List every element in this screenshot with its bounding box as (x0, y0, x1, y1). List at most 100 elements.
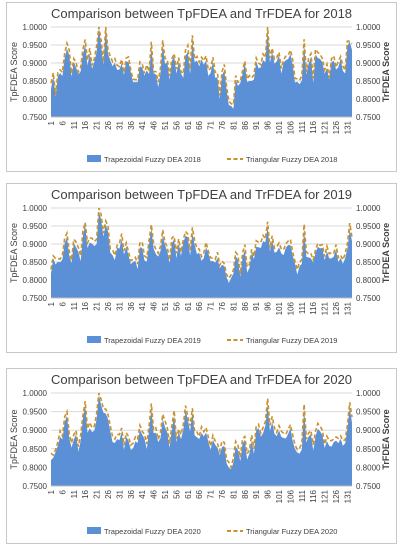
x-tick-label: 46 (150, 120, 159, 129)
x-tick-label: 131 (343, 301, 352, 315)
x-tick-label: 126 (332, 120, 341, 134)
x-tick-label: 131 (343, 489, 352, 503)
x-tick-label: 106 (286, 120, 295, 134)
legend-swatch-trapezoidal (87, 155, 101, 162)
chart-panel-2020: Comparison between TpFDEA and TrFDEA for… (6, 368, 397, 544)
x-tick-label: 16 (81, 120, 90, 129)
x-tick-label: 96 (264, 301, 273, 310)
x-tick-label: 26 (104, 301, 113, 310)
x-tick-label: 116 (309, 120, 318, 133)
y-tick-label-right: 0.9500 (356, 408, 381, 417)
x-tick-label: 101 (275, 301, 284, 315)
x-tick-label: 96 (264, 489, 273, 498)
y-tick-label-right: 0.8000 (356, 463, 381, 472)
chart-title: Comparison between TpFDEA and TrFDEA for… (50, 6, 353, 21)
x-tick-label: 26 (104, 489, 113, 498)
x-tick-label: 41 (138, 120, 147, 129)
y-tick-label-right: 0.8000 (356, 95, 381, 104)
y-tick-label-left: 0.7500 (23, 482, 48, 491)
y-tick-label-left: 1.0000 (23, 23, 48, 32)
x-tick-label: 106 (286, 301, 295, 315)
x-tick-label: 6 (58, 120, 67, 125)
y-tick-label-right: 0.9000 (356, 240, 381, 249)
y-tick-label-right: 0.8500 (356, 258, 381, 267)
x-tick-label: 86 (241, 489, 250, 498)
x-tick-label: 81 (229, 301, 238, 310)
y-axis-label-right: TrFDEA Score (381, 223, 391, 283)
x-tick-label: 111 (298, 489, 307, 502)
legend-label-triangular: Triangular Fuzzy DEA 2020 (246, 527, 337, 536)
y-axis-label-left: TpFDEA Score (9, 42, 19, 102)
x-tick-label: 116 (309, 301, 318, 314)
x-tick-label: 121 (321, 120, 330, 134)
x-tick-label: 46 (150, 301, 159, 310)
chart-title: Comparison between TpFDEA and TrFDEA for… (50, 372, 353, 387)
x-tick-label: 36 (127, 120, 136, 129)
y-tick-label-right: 0.9500 (356, 222, 381, 231)
area-series-trapezoidal (51, 394, 352, 486)
x-tick-label: 36 (127, 301, 136, 310)
y-tick-label-right: 1.0000 (356, 204, 381, 213)
x-tick-label: 116 (309, 489, 318, 502)
y-tick-label-right: 1.0000 (356, 23, 381, 32)
y-tick-label-left: 0.8000 (23, 276, 48, 285)
y-tick-label-right: 0.9000 (356, 59, 381, 68)
x-tick-label: 21 (93, 301, 102, 310)
x-tick-label: 81 (229, 489, 238, 498)
y-tick-label-left: 0.9000 (23, 240, 48, 249)
x-tick-label: 31 (115, 489, 124, 498)
x-tick-label: 86 (241, 301, 250, 310)
legend-label-triangular: Triangular Fuzzy DEA 2018 (246, 155, 337, 164)
y-tick-label-left: 0.8500 (23, 77, 48, 86)
x-tick-label: 91 (252, 120, 261, 129)
x-tick-label: 76 (218, 489, 227, 498)
y-tick-label-right: 0.9500 (356, 41, 381, 50)
y-axis-label-right: TrFDEA Score (381, 409, 391, 469)
x-tick-label: 6 (58, 301, 67, 306)
legend-label-trapezoidal: Trapezoidal Fuzzy DEA 2018 (104, 155, 201, 164)
legend-label-trapezoidal: Trapezoidal Fuzzy DEA 2019 (104, 336, 201, 345)
y-tick-label-right: 0.7500 (356, 294, 381, 303)
x-tick-label: 51 (161, 301, 170, 310)
x-tick-label: 11 (70, 120, 79, 129)
legend-label-triangular: Triangular Fuzzy DEA 2019 (246, 336, 337, 345)
x-tick-label: 16 (81, 489, 90, 498)
x-tick-label: 1 (47, 301, 56, 306)
x-tick-label: 111 (298, 120, 307, 133)
x-tick-label: 91 (252, 489, 261, 498)
y-tick-label-left: 0.7500 (23, 294, 48, 303)
x-tick-label: 51 (161, 489, 170, 498)
chart-title: Comparison between TpFDEA and TrFDEA for… (50, 187, 353, 202)
chart-panel-2019: Comparison between TpFDEA and TrFDEA for… (6, 183, 397, 353)
legend-swatch-trapezoidal (87, 336, 101, 343)
x-tick-label: 51 (161, 120, 170, 129)
x-tick-label: 71 (207, 489, 216, 498)
x-tick-label: 6 (58, 489, 67, 494)
y-tick-label-left: 1.0000 (23, 389, 48, 398)
legend-swatch-trapezoidal (87, 527, 101, 534)
y-tick-label-right: 0.7500 (356, 482, 381, 491)
line-series-triangular (50, 392, 353, 470)
y-tick-label-left: 0.8000 (23, 95, 48, 104)
x-tick-label: 101 (275, 120, 284, 134)
x-tick-label: 26 (104, 120, 113, 129)
x-tick-label: 1 (47, 120, 56, 125)
y-tick-label-left: 0.9500 (23, 41, 48, 50)
x-tick-label: 131 (343, 120, 352, 134)
y-axis-label-left: TpFDEA Score (9, 223, 19, 283)
x-tick-label: 66 (195, 301, 204, 310)
x-tick-label: 61 (184, 120, 193, 129)
y-tick-label-left: 0.8500 (23, 445, 48, 454)
x-tick-label: 66 (195, 120, 204, 129)
x-tick-label: 16 (81, 301, 90, 310)
y-axis-label-left: TpFDEA Score (9, 409, 19, 469)
y-tick-label-left: 0.9000 (23, 59, 48, 68)
y-tick-label-right: 0.8500 (356, 77, 381, 86)
x-tick-label: 66 (195, 489, 204, 498)
x-tick-label: 71 (207, 301, 216, 310)
x-tick-label: 56 (172, 120, 181, 129)
area-series-trapezoidal (51, 27, 352, 117)
x-tick-label: 61 (184, 489, 193, 498)
x-tick-label: 36 (127, 489, 136, 498)
x-tick-label: 101 (275, 489, 284, 503)
